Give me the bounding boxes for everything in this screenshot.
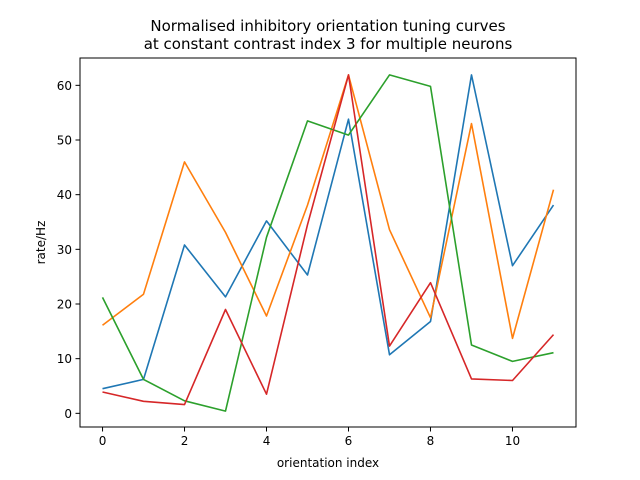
y-tick-label: 50	[57, 134, 72, 148]
y-axis: 0 10 20 30 40 50 60	[57, 79, 80, 421]
series-line-4	[102, 74, 555, 406]
x-axis-label: orientation index	[277, 456, 379, 470]
y-tick-label: 10	[57, 352, 72, 366]
x-tick-label: 8	[427, 434, 435, 448]
y-tick-label: 30	[57, 243, 72, 257]
series-line-2	[102, 74, 555, 340]
series-layer	[101, 74, 555, 412]
x-tick-label: 2	[181, 434, 189, 448]
y-tick-label: 20	[57, 298, 72, 312]
x-tick-label: 6	[345, 434, 353, 448]
y-tick-label: 40	[57, 188, 72, 202]
x-tick-label: 10	[505, 434, 520, 448]
x-tick-label: 4	[263, 434, 271, 448]
y-tick-label: 60	[57, 79, 72, 93]
chart-title-line-2: at constant contrast index 3 for multipl…	[144, 35, 513, 53]
y-tick-label: 0	[64, 407, 72, 421]
y-axis-label: rate/Hz	[34, 221, 48, 265]
chart-title-line-1: Normalised inhibitory orientation tuning…	[150, 17, 505, 35]
x-tick-label: 0	[99, 434, 107, 448]
plot-frame	[79, 57, 577, 428]
series-line-1	[102, 74, 555, 390]
x-axis: 0 2 4 6 8 10	[99, 427, 520, 448]
series-line-3	[101, 74, 554, 412]
